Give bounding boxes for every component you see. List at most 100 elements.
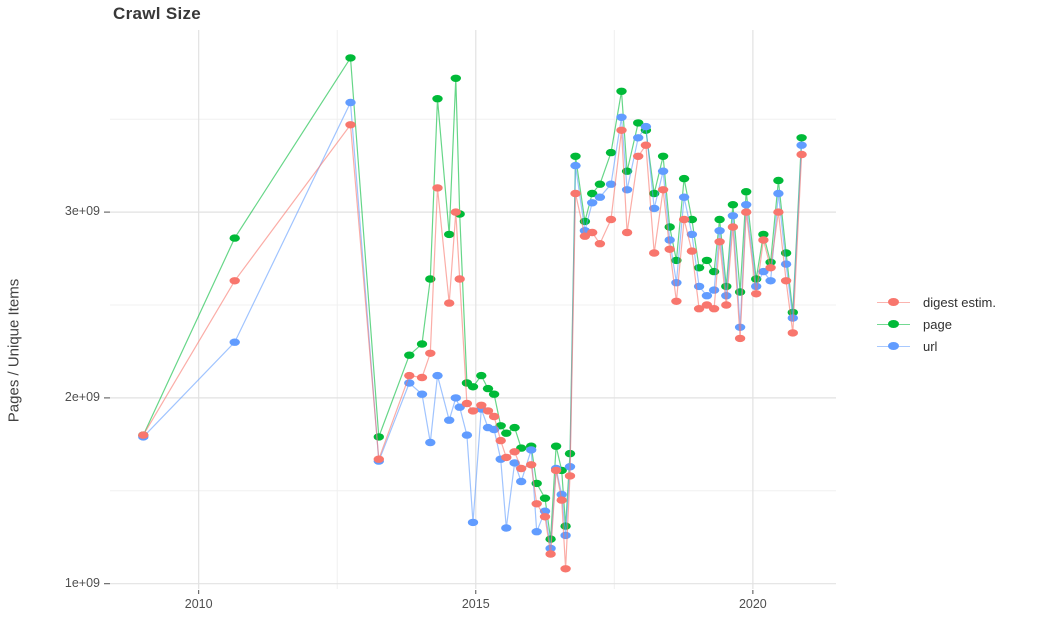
data-point-page <box>404 351 415 359</box>
data-point-page <box>621 167 633 175</box>
data-point-digest <box>734 334 746 343</box>
data-point-url <box>501 524 512 532</box>
data-point-digest <box>686 247 698 255</box>
data-point-page <box>476 371 487 380</box>
y-axis-title: Pages / Unique Items <box>5 278 23 423</box>
data-point-digest <box>482 407 494 415</box>
data-point-url <box>467 518 479 527</box>
data-point-url <box>531 528 542 536</box>
data-point-url <box>657 167 669 175</box>
data-point-digest <box>621 228 633 237</box>
data-point-page <box>482 384 494 393</box>
data-point-digest <box>693 305 705 313</box>
data-point-digest <box>787 329 798 337</box>
data-point-url <box>621 186 633 194</box>
data-point-url <box>229 338 240 346</box>
data-point-page <box>432 95 443 103</box>
data-point-digest <box>516 464 527 473</box>
data-point-digest <box>539 513 551 521</box>
data-point-url <box>765 277 776 285</box>
data-point-url <box>686 230 698 239</box>
data-point-digest <box>476 401 487 409</box>
data-point-url <box>560 531 571 540</box>
data-point-page <box>678 174 690 183</box>
data-point-digest <box>404 371 415 380</box>
data-point-digest <box>501 453 512 462</box>
data-point-digest <box>545 550 556 558</box>
data-point-page <box>693 264 705 272</box>
data-point-digest <box>751 290 762 298</box>
data-point-digest <box>587 228 598 237</box>
data-point-digest <box>444 299 455 307</box>
y-tick-label-3e+09: 3e+09 <box>64 204 100 219</box>
data-point-digest <box>678 215 690 224</box>
series-line-page <box>142 56 803 540</box>
data-point-url <box>594 193 606 201</box>
data-point-digest <box>425 349 436 357</box>
data-point-page <box>570 152 581 160</box>
data-point-digest <box>594 240 606 248</box>
data-point-url <box>741 201 752 209</box>
data-point-url <box>727 212 739 220</box>
legend-label-digest: digest estim. <box>923 294 996 310</box>
data-point-digest <box>657 186 669 194</box>
legend-key-digest-icon <box>877 294 910 310</box>
data-point-url <box>671 279 682 287</box>
data-point-digest <box>454 275 465 283</box>
data-point-page <box>701 256 713 265</box>
data-point-digest <box>556 496 567 504</box>
series-line-url <box>142 100 803 549</box>
data-point-url <box>751 282 762 291</box>
data-point-url <box>796 141 807 149</box>
data-point-url <box>605 180 617 188</box>
data-point-page <box>594 180 606 188</box>
data-point-digest <box>616 126 627 134</box>
legend-item-digest: digest estim. <box>877 291 996 313</box>
data-point-digest <box>467 407 479 415</box>
data-point-digest <box>373 455 384 463</box>
data-point-page <box>229 234 240 242</box>
data-point-page <box>501 429 512 437</box>
data-point-digest <box>721 301 732 309</box>
data-point-digest <box>727 223 739 231</box>
data-point-digest <box>796 150 807 159</box>
data-point-digest <box>570 189 581 198</box>
data-point-digest <box>450 208 461 216</box>
data-point-page <box>587 189 598 198</box>
data-point-digest <box>495 436 506 445</box>
data-point-url <box>773 189 784 198</box>
data-point-digest <box>714 238 725 246</box>
x-tick-label-2020: 2020 <box>738 597 767 611</box>
data-point-page <box>773 176 784 185</box>
data-point-digest <box>664 245 675 253</box>
data-point-page <box>467 383 479 391</box>
data-point-digest <box>564 472 576 480</box>
data-point-page <box>616 87 627 96</box>
data-point-digest <box>708 305 720 313</box>
data-point-digest <box>780 277 792 285</box>
legend-label-url: url <box>923 338 938 354</box>
data-point-page <box>444 230 455 239</box>
data-point-digest <box>773 208 784 216</box>
data-point-page <box>373 433 384 441</box>
data-point-digest <box>741 208 752 216</box>
data-point-page <box>765 258 776 266</box>
data-point-page <box>664 223 675 231</box>
data-point-url <box>416 390 428 398</box>
data-point-digest <box>416 373 428 382</box>
legend-label-page: page <box>923 316 952 332</box>
series-line-digest <box>142 123 803 569</box>
data-point-digest <box>229 277 240 285</box>
data-point-page <box>345 54 356 62</box>
data-point-url <box>787 314 798 322</box>
data-point-page <box>714 215 725 224</box>
data-point-digest <box>605 215 617 224</box>
y-tick-label-1e+09: 1e+09 <box>64 575 100 590</box>
data-point-page <box>796 134 807 142</box>
data-point-page <box>741 188 752 196</box>
data-point-digest <box>488 412 500 421</box>
data-point-url <box>633 134 644 142</box>
data-point-url <box>432 371 443 380</box>
data-point-url <box>649 204 660 213</box>
